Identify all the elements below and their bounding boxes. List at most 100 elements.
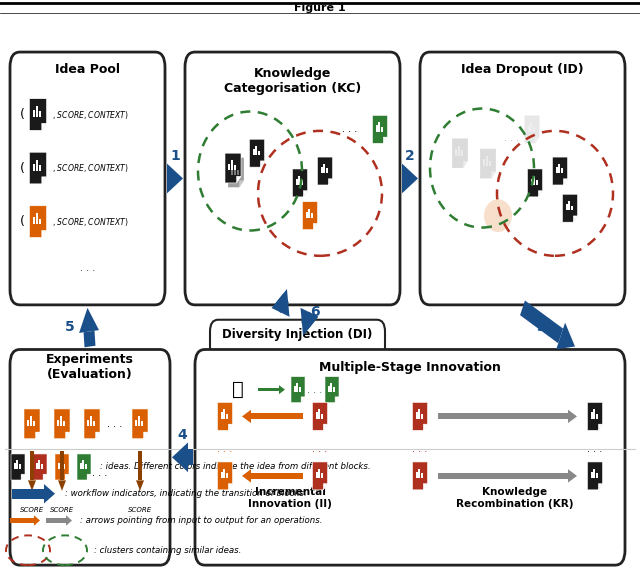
Bar bbox=[33, 217, 35, 224]
Bar bbox=[376, 125, 378, 132]
Text: (: ( bbox=[20, 162, 25, 175]
Bar bbox=[486, 156, 488, 166]
Polygon shape bbox=[24, 409, 40, 438]
Polygon shape bbox=[480, 148, 496, 179]
Text: 5: 5 bbox=[65, 320, 75, 334]
Bar bbox=[90, 416, 92, 426]
Text: : arrows pointing from input to output for an operations.: : arrows pointing from input to output f… bbox=[80, 516, 323, 525]
Text: . . .: . . . bbox=[588, 444, 603, 454]
Bar bbox=[36, 463, 38, 469]
Polygon shape bbox=[242, 409, 251, 423]
Bar bbox=[321, 414, 323, 419]
Bar bbox=[333, 387, 335, 392]
Polygon shape bbox=[563, 179, 568, 185]
Bar bbox=[231, 168, 234, 175]
Bar bbox=[14, 463, 16, 469]
Polygon shape bbox=[87, 474, 91, 480]
Bar bbox=[234, 165, 236, 175]
Text: . . .: . . . bbox=[218, 444, 232, 454]
Text: Knowledge
Recombination (KR): Knowledge Recombination (KR) bbox=[456, 487, 573, 509]
Polygon shape bbox=[42, 123, 47, 130]
Bar bbox=[63, 421, 65, 426]
Bar bbox=[138, 416, 140, 426]
Bar bbox=[301, 180, 303, 185]
Bar bbox=[298, 176, 300, 185]
Polygon shape bbox=[301, 397, 305, 403]
Bar bbox=[60, 416, 62, 426]
Text: Multiple-Stage Innovation: Multiple-Stage Innovation bbox=[319, 361, 501, 374]
Polygon shape bbox=[303, 191, 307, 197]
Polygon shape bbox=[538, 191, 543, 197]
Bar bbox=[33, 421, 35, 426]
Bar bbox=[39, 219, 42, 224]
Bar bbox=[596, 473, 598, 478]
Bar bbox=[294, 386, 296, 392]
Polygon shape bbox=[325, 376, 339, 403]
Polygon shape bbox=[323, 424, 328, 430]
Bar bbox=[30, 416, 32, 426]
Bar bbox=[593, 469, 595, 478]
Polygon shape bbox=[588, 462, 602, 490]
Polygon shape bbox=[258, 388, 279, 391]
FancyBboxPatch shape bbox=[210, 320, 385, 446]
Bar bbox=[561, 168, 563, 173]
Polygon shape bbox=[598, 484, 602, 490]
Bar bbox=[415, 472, 418, 478]
Bar bbox=[489, 161, 492, 166]
Polygon shape bbox=[12, 488, 44, 499]
Bar bbox=[83, 461, 84, 469]
Polygon shape bbox=[568, 409, 577, 423]
Polygon shape bbox=[303, 202, 317, 230]
Polygon shape bbox=[29, 206, 47, 237]
Polygon shape bbox=[463, 161, 468, 168]
Bar bbox=[258, 150, 260, 155]
Bar bbox=[527, 125, 530, 132]
Polygon shape bbox=[34, 515, 40, 525]
Polygon shape bbox=[260, 161, 264, 167]
Bar bbox=[330, 383, 332, 392]
FancyBboxPatch shape bbox=[420, 52, 625, 305]
Text: Figure 1: Figure 1 bbox=[294, 3, 346, 13]
Bar bbox=[421, 473, 423, 478]
Text: : workflow indicators, indicating the transition of blocks.: : workflow indicators, indicating the tr… bbox=[65, 490, 307, 498]
Polygon shape bbox=[251, 473, 303, 479]
Bar bbox=[305, 212, 308, 218]
Bar bbox=[566, 204, 568, 211]
FancyBboxPatch shape bbox=[10, 52, 165, 305]
Bar bbox=[296, 179, 298, 185]
Bar bbox=[455, 149, 458, 155]
Bar bbox=[36, 160, 38, 171]
Bar bbox=[39, 165, 42, 171]
Polygon shape bbox=[312, 462, 328, 490]
Polygon shape bbox=[55, 454, 69, 480]
Polygon shape bbox=[172, 443, 188, 472]
Polygon shape bbox=[452, 138, 468, 168]
Polygon shape bbox=[573, 216, 577, 222]
Bar bbox=[533, 126, 535, 132]
Bar bbox=[255, 146, 257, 155]
Text: 4: 4 bbox=[178, 428, 188, 442]
Polygon shape bbox=[323, 484, 328, 490]
FancyBboxPatch shape bbox=[195, 350, 625, 565]
Bar bbox=[318, 469, 320, 478]
Text: , $\mathit{SCORE}$, $\mathit{CONTEXT}$): , $\mathit{SCORE}$, $\mathit{CONTEXT}$) bbox=[52, 162, 129, 174]
Bar bbox=[308, 208, 310, 218]
Bar bbox=[253, 149, 255, 155]
Bar bbox=[57, 419, 60, 426]
Polygon shape bbox=[218, 403, 232, 430]
Polygon shape bbox=[535, 137, 540, 143]
Bar bbox=[381, 126, 383, 132]
Polygon shape bbox=[279, 385, 285, 394]
Bar bbox=[141, 421, 143, 426]
Bar bbox=[237, 170, 239, 175]
Bar bbox=[328, 386, 330, 392]
Bar bbox=[533, 176, 535, 185]
Polygon shape bbox=[65, 432, 70, 438]
Polygon shape bbox=[66, 515, 72, 525]
Text: , $\mathit{SCORE}$, $\mathit{CONTEXT}$): , $\mathit{SCORE}$, $\mathit{CONTEXT}$) bbox=[52, 216, 129, 227]
Polygon shape bbox=[383, 137, 387, 143]
Polygon shape bbox=[60, 451, 64, 480]
Bar bbox=[231, 161, 234, 171]
Text: SCORE: SCORE bbox=[128, 507, 152, 513]
Polygon shape bbox=[218, 462, 232, 490]
